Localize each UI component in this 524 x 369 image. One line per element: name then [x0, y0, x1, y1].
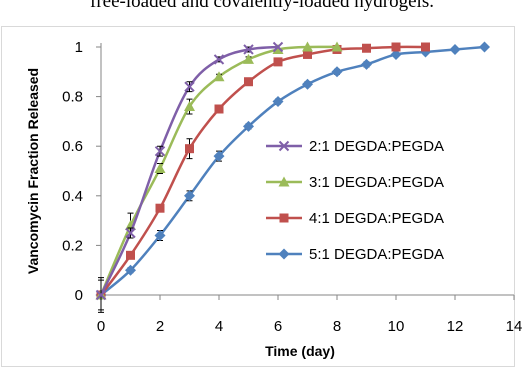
series-4: [95, 41, 490, 301]
data-point: [272, 96, 284, 108]
x-tick-label: 10: [388, 318, 405, 335]
x-tick-label: 4: [215, 318, 223, 335]
data-point: [184, 81, 195, 92]
y-tick-label: 1: [75, 39, 83, 56]
data-point: [154, 145, 166, 157]
series-1: [95, 41, 284, 311]
data-point: [449, 43, 461, 55]
data-point: [479, 41, 490, 53]
legend-label: 3:1 DEGDA:PEGDA: [309, 174, 444, 191]
x-axis-title: Time (day): [265, 343, 335, 359]
y-axis-title: Vancomycin Fraction Released: [25, 68, 41, 274]
data-point: [185, 144, 194, 154]
data-point: [303, 49, 312, 59]
data-point: [213, 54, 225, 65]
data-point: [272, 43, 284, 54]
data-point: [243, 44, 254, 55]
data-point: [390, 48, 402, 60]
legend-marker: [278, 176, 290, 187]
legend-entry-4: 5:1 DEGDA:PEGDA: [266, 246, 444, 263]
data-point: [391, 42, 401, 52]
data-point: [362, 43, 371, 53]
data-point: [126, 250, 135, 260]
data-point: [213, 150, 225, 162]
x-tick-label: 6: [274, 318, 282, 335]
data-point: [421, 42, 430, 52]
x-tick-label: 14: [506, 318, 523, 335]
legend-marker: [278, 248, 290, 260]
data-point: [154, 163, 166, 174]
data-point: [184, 101, 195, 112]
y-tick-label: 0.6: [62, 138, 83, 155]
data-point: [125, 264, 136, 276]
y-tick-label: 0.4: [62, 188, 83, 205]
x-tick-label: 8: [333, 318, 341, 335]
legend-marker: [279, 213, 289, 223]
figure-caption: free-loaded and covalently-loaded hydrog…: [90, 0, 434, 12]
data-point: [244, 77, 253, 87]
data-point: [95, 289, 107, 301]
legend-label: 4:1 DEGDA:PEGDA: [309, 210, 444, 227]
chart-border: [1, 26, 515, 367]
data-point: [302, 78, 313, 90]
legend-label: 2:1 DEGDA:PEGDA: [309, 138, 444, 155]
data-point: [243, 120, 254, 132]
legend-label: 5:1 DEGDA:PEGDA: [309, 246, 444, 263]
y-tick-label: 0: [75, 287, 83, 304]
legend-entry-3: 4:1 DEGDA:PEGDA: [266, 210, 444, 227]
data-point: [214, 104, 224, 114]
data-point: [302, 41, 313, 52]
data-point: [125, 227, 136, 239]
y-tick-label: 0.8: [62, 89, 83, 106]
data-point: [331, 41, 343, 52]
legend-marker: [278, 140, 290, 152]
series-line: [99, 45, 338, 296]
data-point: [272, 41, 284, 53]
data-point: [243, 53, 254, 64]
x-tick-label: 2: [156, 318, 164, 335]
data-point: [154, 229, 166, 241]
data-point: [361, 58, 372, 70]
x-tick-label: 12: [447, 318, 464, 335]
legend-entry-1: 2:1 DEGDA:PEGDA: [266, 138, 444, 155]
x-tick-label: 0: [97, 318, 105, 335]
legend-entry-2: 3:1 DEGDA:PEGDA: [266, 174, 444, 191]
data-point: [273, 57, 283, 67]
data-point: [155, 203, 165, 213]
data-point: [331, 66, 343, 78]
data-point: [213, 71, 225, 82]
data-point: [184, 190, 195, 202]
y-tick-label: 0.2: [62, 237, 83, 254]
